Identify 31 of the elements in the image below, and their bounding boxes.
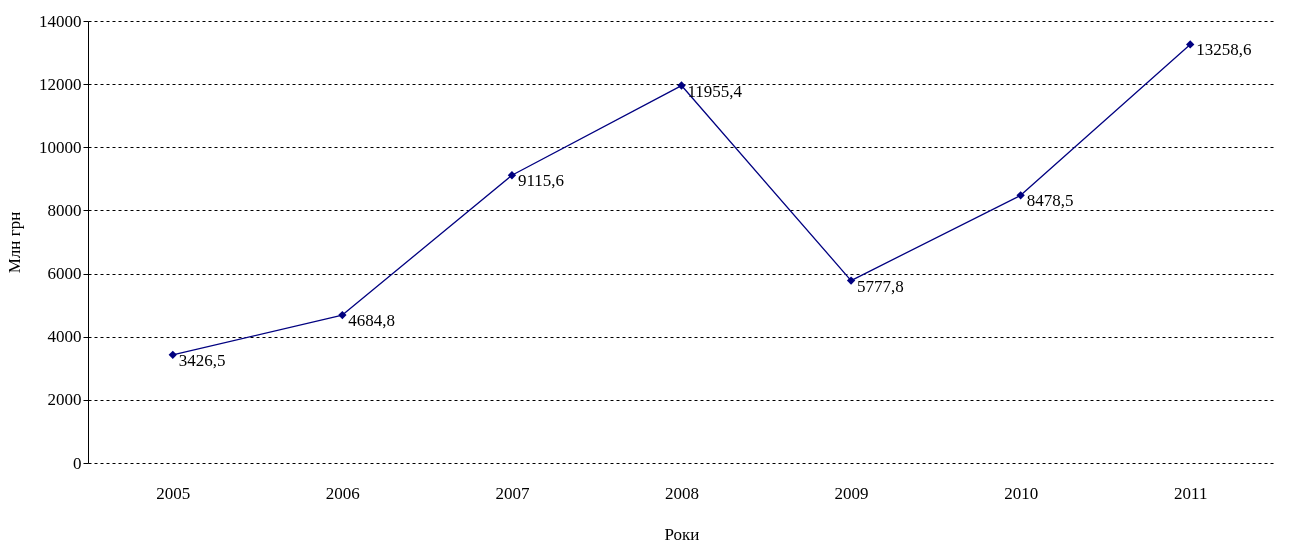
y-tick-label: 2000 — [47, 390, 82, 410]
point — [1016, 191, 1025, 200]
y-tick-label: 12000 — [39, 74, 82, 94]
y-tick-label: 8000 — [47, 200, 82, 220]
x-tick-label: 2006 — [325, 483, 360, 503]
y-tick-label: 10000 — [39, 137, 82, 157]
x-tick-label: 2005 — [156, 483, 191, 503]
point — [1186, 40, 1195, 49]
y-tick-label: 4000 — [47, 327, 82, 347]
point — [677, 81, 686, 90]
x-tick-label: 2011 — [1174, 483, 1208, 503]
data-label: 4684,8 — [348, 311, 396, 331]
y-tick-label: 0 — [73, 453, 82, 473]
point — [507, 171, 517, 180]
y-tick-label: 14000 — [39, 11, 82, 31]
x-tick-label: 2010 — [1004, 483, 1039, 503]
data-label: 13258,6 — [1196, 40, 1252, 60]
data-label: 3426,5 — [178, 350, 226, 370]
data-label: 9115,6 — [517, 171, 565, 191]
y-tick-label: 6000 — [47, 264, 82, 284]
point — [338, 310, 347, 320]
point — [168, 350, 177, 359]
data-label: 11955,4 — [687, 81, 743, 101]
data-label: 8478,5 — [1026, 191, 1074, 211]
y-axis-title: Млн грн — [5, 211, 24, 274]
data-label: 5777,8 — [857, 276, 904, 296]
x-tick-label: 2008 — [665, 483, 699, 503]
x-tick-label: 2007 — [495, 483, 530, 503]
x-tick-label: 2009 — [834, 483, 869, 503]
point — [846, 276, 856, 285]
x-axis-title: Роки — [664, 524, 700, 544]
